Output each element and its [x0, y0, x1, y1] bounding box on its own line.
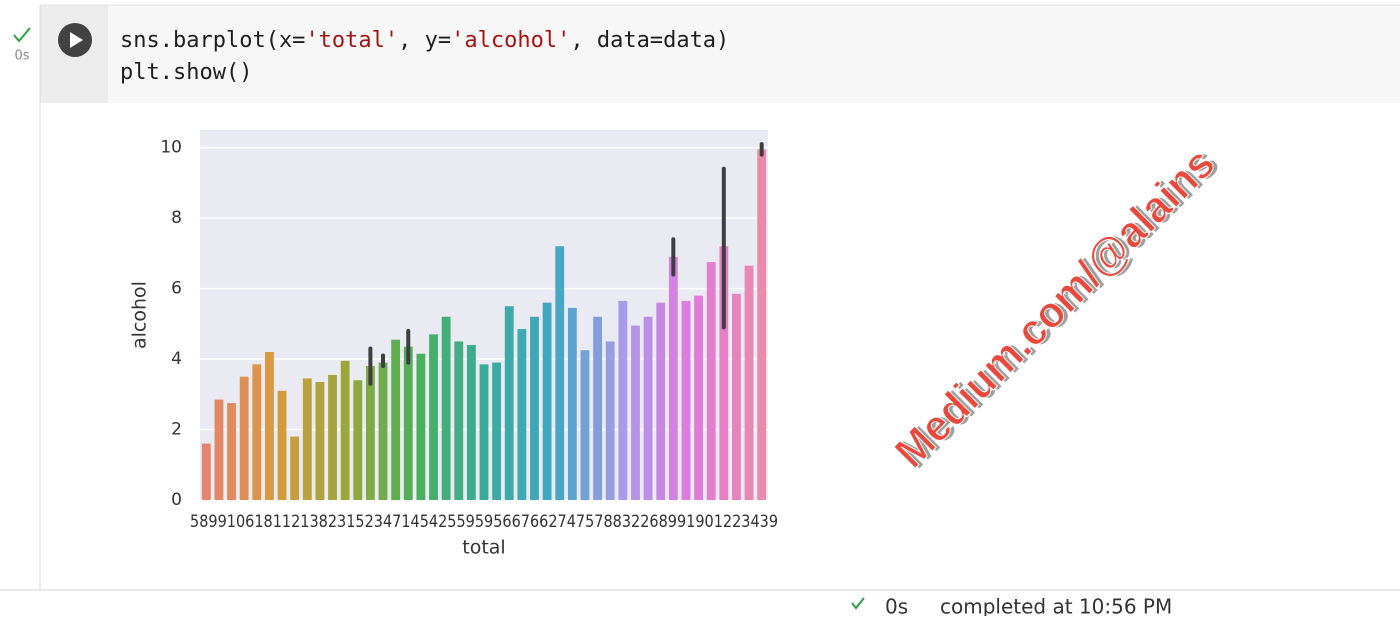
bar [542, 302, 552, 500]
bar [668, 256, 678, 500]
y-tick-label: 8 [171, 208, 182, 228]
bar [719, 246, 729, 500]
footer-status: 0s [885, 595, 908, 617]
bar [555, 246, 565, 500]
run-button-icon[interactable] [70, 32, 83, 48]
bar [732, 293, 741, 500]
bar [580, 350, 590, 500]
code-token: , data=data) [570, 28, 729, 53]
code-token: 'total' [305, 28, 398, 53]
bar [378, 362, 388, 500]
bar [214, 399, 224, 500]
bar [530, 316, 539, 500]
run-button[interactable] [58, 23, 92, 57]
bar [656, 302, 666, 500]
bar [403, 346, 413, 500]
code-token: 'alcohol' [451, 28, 570, 53]
code-cell [40, 5, 1400, 103]
bar [302, 378, 312, 500]
bar [504, 306, 514, 500]
bar [201, 443, 211, 500]
bar [340, 360, 350, 500]
bar [227, 403, 236, 500]
code-line: plt.show() [120, 60, 252, 85]
bar [416, 353, 426, 500]
bar [353, 380, 363, 500]
bar [517, 329, 527, 500]
y-axis-label: alcohol [129, 281, 151, 349]
y-tick-label: 6 [171, 279, 182, 299]
y-tick-label: 2 [171, 420, 182, 440]
check-icon [13, 27, 31, 43]
bar [315, 381, 325, 500]
chart: 0 2 4 6 8 10 589910618112138231523471454255959… [129, 130, 778, 559]
code-token: plt.show() [120, 60, 252, 85]
bar [567, 307, 577, 500]
check-icon [851, 597, 865, 610]
x-tick-labels: 5899106181121382315234714542559595667662… [190, 512, 778, 532]
bar [744, 265, 754, 500]
run-time: 0s [14, 49, 29, 64]
x-axis-label: total [462, 537, 505, 559]
bar [391, 339, 401, 500]
bar [328, 374, 337, 500]
bar [593, 316, 603, 500]
y-tick-label: 4 [171, 349, 182, 369]
bar [365, 366, 375, 500]
watermark: Medium.com/@alains [886, 139, 1225, 478]
bar [605, 341, 615, 500]
bar [441, 316, 451, 500]
bar [492, 362, 502, 500]
bar [252, 364, 262, 500]
footer-text: completed at 10:56 PM [940, 595, 1172, 617]
y-tick-label: 0 [171, 490, 182, 510]
bar [454, 341, 464, 500]
code-token: sns.barplot(x= [120, 28, 305, 53]
bar [290, 436, 300, 500]
code-line: sns.barplot(x='total', y='alcohol', data… [120, 28, 729, 53]
bar [239, 376, 249, 500]
bar [757, 149, 767, 500]
bar [706, 262, 716, 500]
bar [429, 334, 438, 500]
bar [277, 390, 287, 500]
bar [694, 295, 703, 500]
bar [479, 364, 489, 500]
y-tick-label: 10 [160, 138, 182, 158]
code-token: , y= [398, 28, 451, 53]
bar [631, 325, 640, 500]
bar [643, 316, 653, 500]
bar [265, 352, 274, 500]
bar [681, 300, 691, 500]
bar [618, 300, 628, 500]
bar [466, 344, 476, 500]
